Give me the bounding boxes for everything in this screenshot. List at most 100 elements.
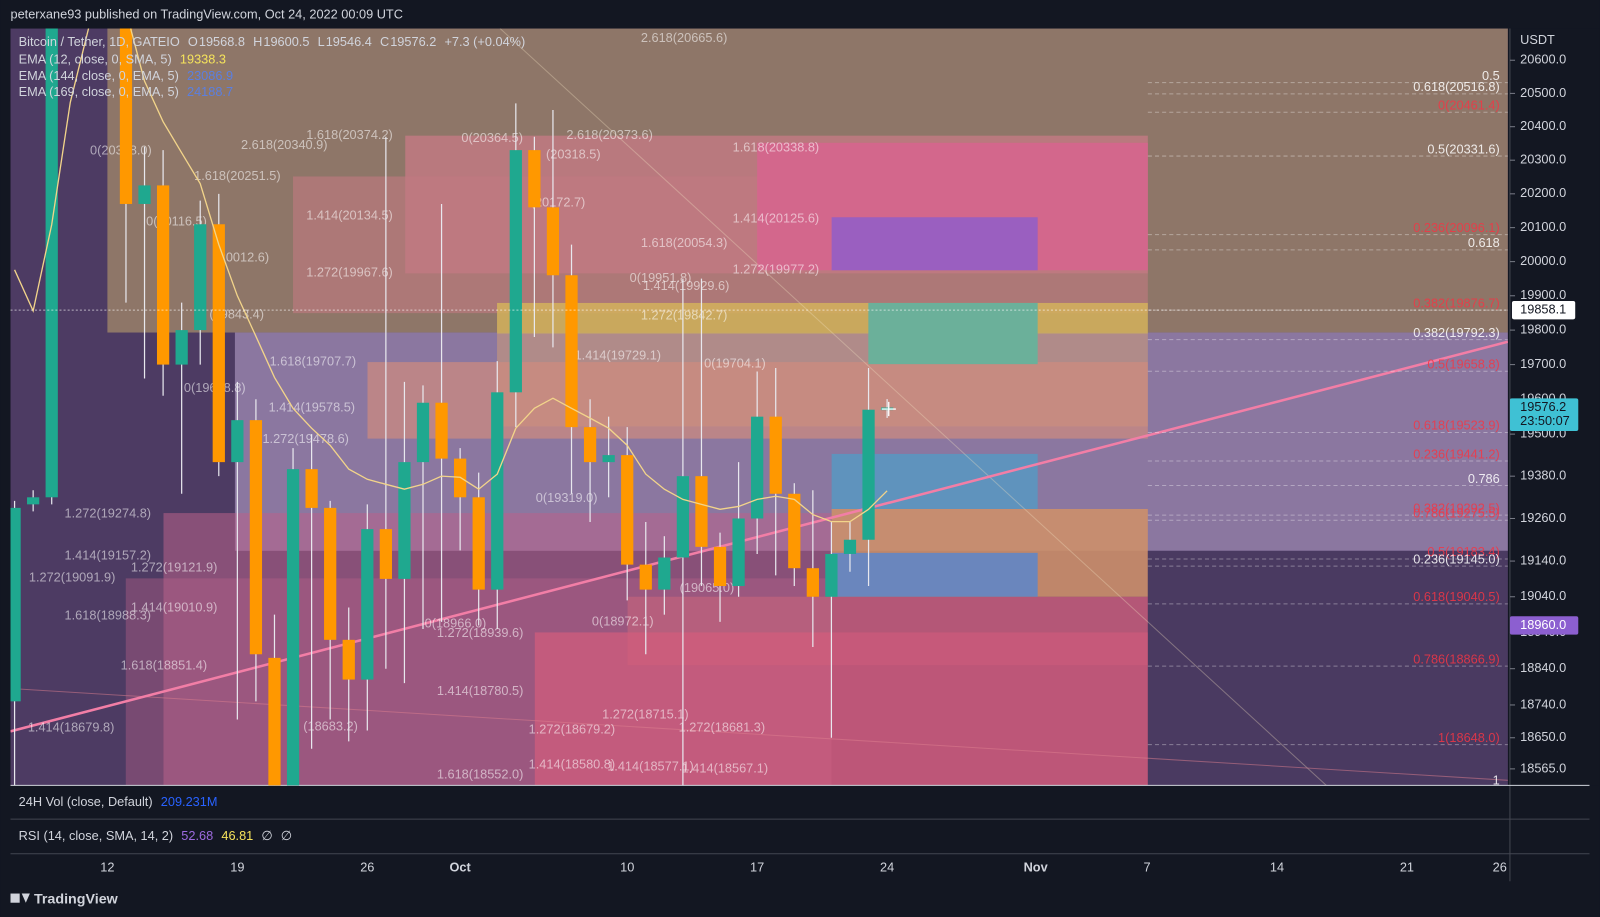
last-price-box [1509, 398, 1579, 432]
crosshair-price-box [1511, 300, 1576, 320]
candle-body [472, 497, 485, 590]
fib-label: 1.414(18580.8) [529, 756, 616, 771]
candle-body [751, 416, 764, 519]
candle-body [565, 275, 578, 428]
ohlc-value: 19546.4 [326, 34, 372, 49]
candle-body [862, 409, 875, 540]
fib-label: 1.414(18679.8) [28, 720, 115, 735]
fib-label: 1.618(19707.7) [270, 353, 356, 368]
indicator-name: EMA (169, close, 0, EMA, 5) [19, 84, 179, 99]
fib-label: 0.5(19183.4) [1427, 544, 1499, 559]
candle-body [621, 455, 634, 565]
candle-body [639, 564, 652, 590]
fib-label: 1.414(19157.2) [65, 547, 152, 562]
x-tick-label: 26 [1493, 859, 1507, 874]
fib-label: 1.272(18715.1) [602, 706, 689, 721]
fib-label: 0.618(19040.5) [1413, 589, 1500, 604]
y-tick-label: 18840.0 [1520, 660, 1566, 675]
pane-title: RSI (14, close, SMA, 14, 2) [19, 828, 173, 843]
candle-body [194, 224, 207, 331]
fib-label: 2.618(20340.9) [241, 137, 328, 152]
y-tick-label: 19380.0 [1520, 468, 1566, 483]
fib-label: 0.5(20331.6) [1427, 141, 1499, 156]
y-tick-label: 20200.0 [1520, 185, 1566, 200]
fib-label: (20172.7) [531, 194, 586, 209]
candle-body [342, 639, 355, 680]
ohlc-label: O [188, 34, 198, 49]
fib-label: 0.236(19145.0) [1413, 551, 1500, 566]
y-tick-label: 19700.0 [1520, 356, 1566, 371]
candle-body [602, 455, 615, 463]
y-tick-label: 19140.0 [1520, 552, 1566, 567]
indicator-value: 24188.7 [187, 84, 233, 99]
fib-label: 1.414(18577.1) [607, 758, 693, 773]
x-tick-label: 24 [880, 859, 894, 874]
indicator-name: EMA (12, close, 0, SMA, 5) [19, 52, 172, 67]
ohlc-value: 19576.2 [390, 34, 436, 49]
y-tick-label: 19900.0 [1520, 287, 1566, 302]
y-tick-label: 20400.0 [1520, 118, 1566, 133]
y-tick-label: 20600.0 [1520, 52, 1566, 67]
candle-body [286, 469, 300, 786]
fib-label: 0.786(19275.5) [1413, 505, 1500, 520]
last-price: 19576.2 [1520, 399, 1566, 414]
candle-body [695, 476, 708, 547]
pane-title: 24H Vol (close, Default) [19, 794, 153, 809]
x-tick-label: 12 [100, 859, 114, 874]
fib-label: 0(19704.1) [704, 356, 766, 371]
plot-area: 0.50.618(20516.8) 0(20461.4) 0.5(20331.6) 0… [10, 28, 1508, 786]
y-tick-label: 18650.0 [1520, 729, 1566, 744]
indicator-value: 19338.3 [180, 52, 226, 67]
fib-label: 1.272(19121.9) [131, 560, 218, 575]
x-tick-label: 14 [1270, 859, 1284, 874]
y-tick-label: 20500.0 [1520, 85, 1566, 100]
fib-label: 0.618(19523.9) [1413, 418, 1500, 433]
fib-label: 0.382(19792.3) [1413, 325, 1500, 340]
y-tick-label: 20100.0 [1520, 219, 1566, 234]
candle-body [658, 557, 671, 590]
rsi-extra: ∅ [261, 828, 272, 843]
candle-body [119, 28, 133, 204]
fib-label: 2.618(20665.6) [641, 30, 728, 45]
candle-body [769, 416, 782, 494]
fib-label: (20012.6) [215, 249, 270, 264]
fib-label: 1.618(20054.3) [641, 235, 728, 250]
candle-body [45, 28, 58, 498]
fib-label: (20318.5) [546, 146, 601, 161]
brand-logo [10, 893, 30, 903]
x-tick-label: 10 [620, 859, 634, 874]
y-tick-label: 18740.0 [1520, 696, 1566, 711]
candle-body [305, 469, 318, 508]
fib-label: 1.414(19729.1) [575, 347, 662, 362]
candle-body [249, 420, 263, 655]
fib-label: 1.414(19578.5) [269, 399, 355, 414]
fib-label: 1.272(18681.3) [679, 720, 766, 735]
countdown: 23:50:07 [1520, 413, 1570, 428]
fib-label: 1.272(18939.6) [437, 625, 524, 640]
fib-label: 0(19319.0) [536, 490, 598, 505]
candle-body [324, 507, 337, 640]
ohlc-label: L [318, 34, 325, 49]
x-tick-label: Nov [1024, 859, 1049, 874]
candle-body [212, 224, 225, 463]
candle-body [546, 207, 560, 276]
crosshair-price: 19858.1 [1520, 302, 1566, 317]
candle-body [231, 420, 244, 463]
x-tick-label: 17 [750, 859, 764, 874]
rsi-extra: ∅ [281, 828, 292, 843]
candle-body [138, 185, 151, 204]
candle-body [806, 568, 819, 597]
fib-label: 0(20461.4) [1438, 97, 1500, 112]
candle-body [435, 402, 448, 459]
publish-header: peterxane93 published on TradingView.com… [11, 7, 403, 22]
candle-body [10, 507, 21, 702]
candle-body [843, 539, 857, 554]
x-tick-label: 21 [1400, 859, 1414, 874]
candle-body [416, 402, 430, 463]
fib-label: 0(18972.1) [592, 614, 654, 629]
candle-body [713, 546, 727, 587]
candle-body [491, 392, 504, 590]
fib-label: 1.272(19842.7) [641, 308, 728, 323]
